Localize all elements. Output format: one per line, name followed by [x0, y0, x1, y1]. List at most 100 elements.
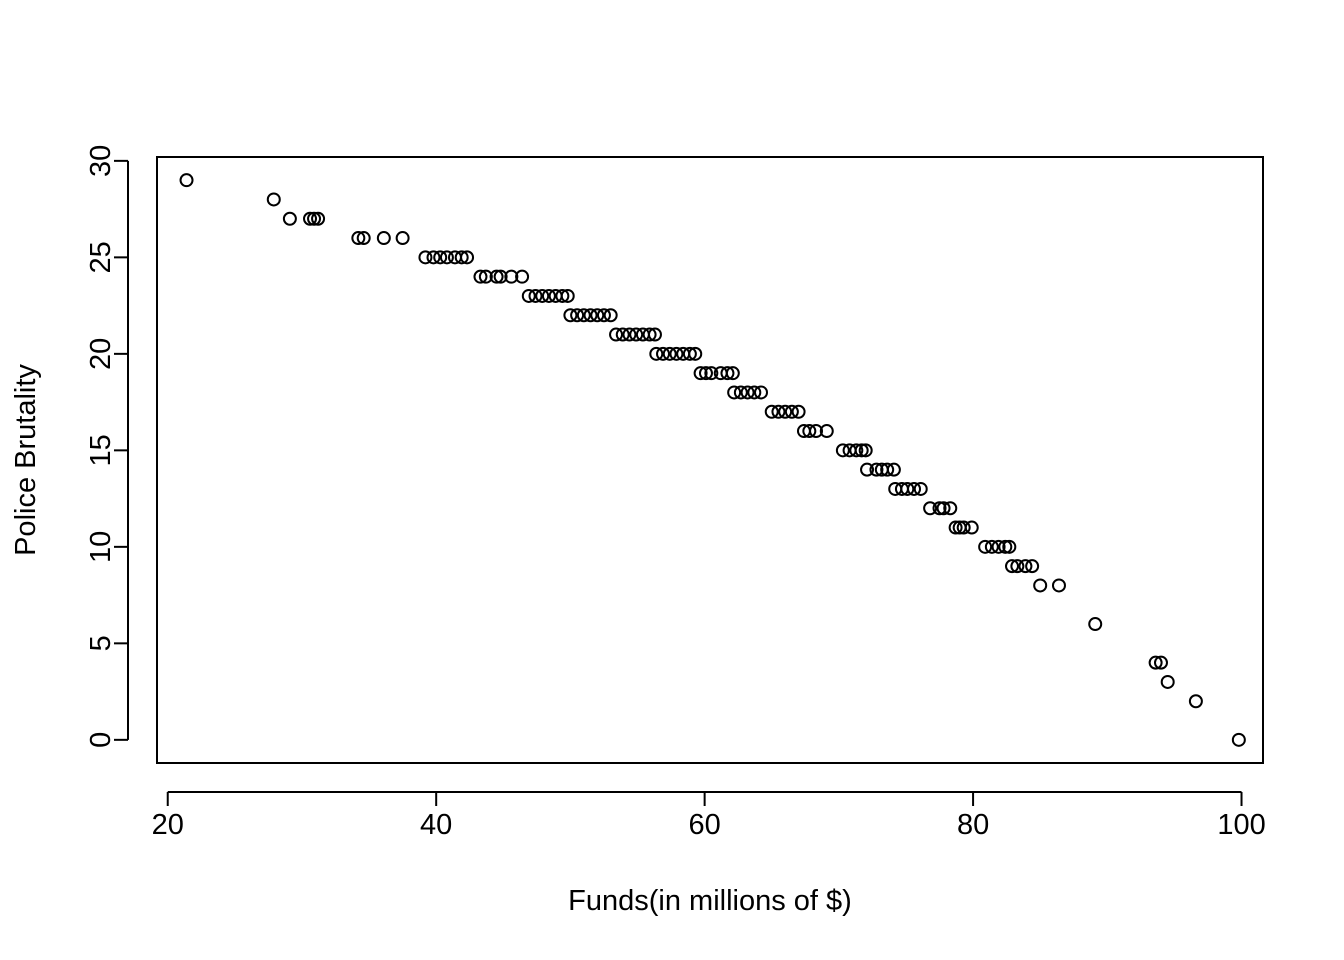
- data-point: [528, 288, 543, 303]
- data-point: [784, 404, 799, 419]
- data-point: [688, 346, 703, 361]
- data-point: [622, 327, 637, 342]
- data-point: [1002, 539, 1017, 554]
- data-point: [682, 346, 697, 361]
- x-tick-label: 80: [957, 809, 989, 841]
- data-point: [1188, 694, 1203, 709]
- data-point: [923, 501, 938, 516]
- data-point: [576, 308, 591, 323]
- data-point: [936, 501, 951, 516]
- data-point: [439, 250, 454, 265]
- plot-frame: [156, 156, 1264, 764]
- data-point: [809, 424, 824, 439]
- y-tick-label: 20: [85, 338, 117, 370]
- data-point: [956, 520, 971, 535]
- data-point: [642, 327, 657, 342]
- data-point: [978, 539, 993, 554]
- data-point: [179, 173, 194, 188]
- data-point: [720, 366, 735, 381]
- data-point: [948, 520, 963, 535]
- data-point: [418, 250, 433, 265]
- x-tick-label: 20: [152, 809, 184, 841]
- data-point: [733, 385, 748, 400]
- y-tick-label: 25: [85, 241, 117, 273]
- data-point: [932, 501, 947, 516]
- y-tick-label: 0: [85, 732, 117, 748]
- data-point: [541, 288, 556, 303]
- data-point: [740, 385, 755, 400]
- data-point: [819, 424, 834, 439]
- data-point: [669, 346, 684, 361]
- x-axis-label: Funds(in millions of $): [568, 885, 852, 917]
- data-point: [1148, 655, 1163, 670]
- data-point: [725, 366, 740, 381]
- data-point: [460, 250, 475, 265]
- data-point: [478, 269, 493, 284]
- data-point: [454, 250, 469, 265]
- y-axis: 0 5 10 15 20 25 30: [85, 145, 129, 748]
- data-point: [1005, 559, 1020, 574]
- data-point: [771, 404, 786, 419]
- data-point: [693, 366, 708, 381]
- x-tick-label: 60: [688, 809, 720, 841]
- data-point: [907, 481, 922, 496]
- data-point: [1088, 617, 1103, 632]
- y-tick-label: 15: [85, 434, 117, 466]
- data-point: [1153, 655, 1168, 670]
- data-point: [266, 192, 281, 207]
- data-point: [356, 231, 371, 246]
- data-point: [886, 462, 901, 477]
- data-point: [1051, 578, 1066, 593]
- data-point: [764, 404, 779, 419]
- data-point: [596, 308, 611, 323]
- data-point: [1018, 559, 1033, 574]
- data-point: [629, 327, 644, 342]
- data-point: [563, 308, 578, 323]
- y-axis-label: Police Brutality: [10, 364, 42, 556]
- data-point: [704, 366, 719, 381]
- data-point: [515, 269, 530, 284]
- data-point: [860, 462, 875, 477]
- data-point: [1010, 559, 1025, 574]
- data-point: [609, 327, 624, 342]
- data-point: [647, 327, 662, 342]
- y-tick-label: 30: [85, 145, 117, 177]
- data-point: [854, 443, 869, 458]
- data-points: [179, 173, 1246, 747]
- data-point: [747, 385, 762, 400]
- data-point: [489, 269, 504, 284]
- data-point: [849, 443, 864, 458]
- data-point: [649, 346, 664, 361]
- data-point: [964, 520, 979, 535]
- data-point: [869, 462, 884, 477]
- data-point: [307, 211, 322, 226]
- data-point: [590, 308, 605, 323]
- data-point: [1231, 732, 1246, 747]
- data-point: [311, 211, 326, 226]
- data-point: [583, 308, 598, 323]
- data-point: [535, 288, 550, 303]
- x-tick-label: 100: [1217, 809, 1265, 841]
- data-point: [754, 385, 769, 400]
- data-point: [570, 308, 585, 323]
- data-point: [282, 211, 297, 226]
- data-point: [991, 539, 1006, 554]
- data-point: [943, 501, 958, 516]
- data-point: [998, 539, 1013, 554]
- y-tick-label: 10: [85, 531, 117, 563]
- data-point: [603, 308, 618, 323]
- data-point: [858, 443, 873, 458]
- data-point: [791, 404, 806, 419]
- data-point: [880, 462, 895, 477]
- data-point: [1160, 674, 1175, 689]
- data-point: [656, 346, 671, 361]
- data-point: [351, 231, 366, 246]
- data-point: [1025, 559, 1040, 574]
- data-point: [433, 250, 448, 265]
- y-tick-label: 5: [85, 635, 117, 651]
- data-point: [303, 211, 318, 226]
- data-point: [835, 443, 850, 458]
- data-point: [984, 539, 999, 554]
- data-point: [900, 481, 915, 496]
